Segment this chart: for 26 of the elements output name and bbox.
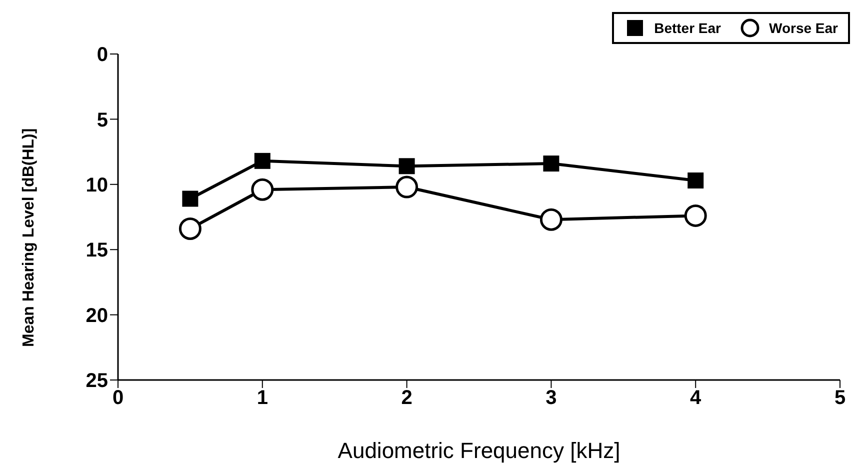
- y-tick-label: 20: [86, 304, 108, 327]
- x-tick-label: 2: [401, 387, 412, 410]
- point: [540, 208, 562, 231]
- y-tick-label: 15: [86, 240, 108, 262]
- x-tick-label: 4: [690, 387, 702, 410]
- y-tick-label: 0: [96, 44, 108, 66]
- y-tick-label: 25: [86, 370, 108, 392]
- legend-label: Worse Ear: [769, 20, 838, 36]
- point: [251, 178, 274, 201]
- point: [182, 190, 198, 207]
- point: [543, 156, 560, 172]
- y-tick-label: 5: [96, 109, 108, 132]
- legend-label: Better Ear: [654, 20, 721, 36]
- point: [178, 217, 202, 240]
- y-axis-title: Mean Hearing Level [dB(HL)]: [20, 128, 38, 347]
- point: [254, 152, 270, 169]
- point: [684, 204, 707, 227]
- point: [688, 172, 704, 188]
- x-tick-label: 3: [546, 387, 557, 410]
- x-tick-label: 1: [256, 387, 268, 410]
- x-axis-title: Audiometric Frequency [kHz]: [338, 438, 620, 463]
- x-tick-label: 5: [834, 387, 846, 410]
- point: [396, 176, 418, 198]
- y-tick-label: 10: [86, 174, 108, 196]
- x-tick-label: 0: [112, 387, 124, 410]
- point: [398, 158, 415, 174]
